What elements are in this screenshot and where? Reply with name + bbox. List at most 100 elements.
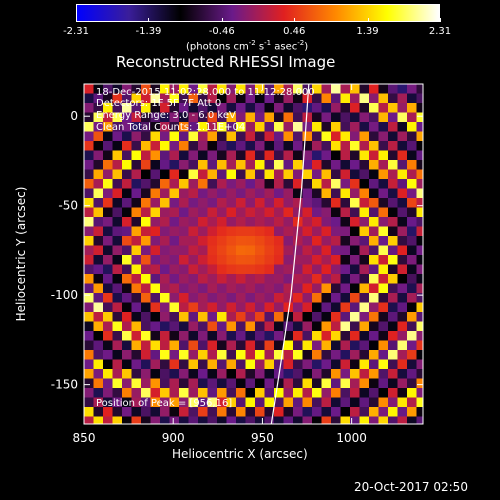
heatmap-cell <box>264 141 275 151</box>
heatmap-cell <box>255 103 265 113</box>
heatmap-cell <box>188 331 199 341</box>
heatmap-cell <box>236 340 246 351</box>
heatmap-cell <box>340 416 351 424</box>
heatmap-cell <box>407 84 417 94</box>
heatmap-cell <box>112 226 123 237</box>
heatmap-cell <box>416 141 423 151</box>
heatmap-cell <box>293 131 303 142</box>
heatmap-cell <box>112 93 123 104</box>
heatmap-cell <box>169 131 180 142</box>
heatmap-cell <box>359 150 370 161</box>
heatmap-cell <box>226 160 237 170</box>
heatmap-cell <box>321 321 332 332</box>
heatmap-cell <box>274 131 284 142</box>
heatmap-cell <box>369 150 379 161</box>
heatmap-cell <box>179 245 189 256</box>
heatmap-cell <box>388 160 398 170</box>
heatmap-cell <box>283 131 294 142</box>
heatmap-cell <box>103 188 113 199</box>
heatmap-cell <box>264 103 275 113</box>
heatmap-cell <box>378 207 389 218</box>
heatmap-cell <box>131 188 142 199</box>
heatmap-cell <box>293 150 303 161</box>
heatmap-cell <box>84 226 94 237</box>
heatmap-cell <box>378 103 389 113</box>
heatmap-cell <box>283 416 294 424</box>
heatmap-cell <box>264 416 275 424</box>
heatmap-cell <box>84 302 94 313</box>
heatmap-cell <box>188 350 199 360</box>
heatmap-cell <box>264 369 275 379</box>
heatmap-cell <box>416 207 423 218</box>
heatmap-cell <box>217 378 227 389</box>
heatmap-cell <box>236 103 246 113</box>
heatmap-cell <box>312 150 322 161</box>
heatmap-cell <box>397 397 408 408</box>
heatmap-cell <box>198 274 208 284</box>
heatmap-cell <box>245 226 256 237</box>
heatmap-cell <box>150 198 161 208</box>
heatmap-cell <box>226 321 237 332</box>
heatmap-cell <box>416 302 423 313</box>
heatmap-cell <box>226 122 237 132</box>
heatmap-cell <box>131 416 142 424</box>
heatmap-cell <box>160 283 170 294</box>
heatmap-cell <box>302 350 313 360</box>
heatmap-cell <box>378 217 389 227</box>
y-tick-label: 0 <box>70 109 78 123</box>
heatmap-cell <box>226 255 237 265</box>
heatmap-cell <box>93 141 104 151</box>
heatmap-cell <box>207 369 218 379</box>
heatmap-cell <box>302 359 313 370</box>
heatmap-cell <box>112 397 123 408</box>
heatmap-cell <box>226 388 237 398</box>
heatmap-cell <box>169 416 180 424</box>
heatmap-cell <box>274 122 284 132</box>
heatmap-cell <box>217 226 227 237</box>
heatmap-cell <box>369 369 379 379</box>
heatmap-cell <box>350 312 360 322</box>
heatmap-cell <box>236 312 246 322</box>
heatmap-cell <box>84 188 94 199</box>
heatmap-cell <box>112 160 123 170</box>
heatmap-cell <box>131 369 142 379</box>
heatmap-cell <box>188 397 199 408</box>
heatmap-cell <box>350 226 360 237</box>
heatmap-cell <box>321 397 332 408</box>
heatmap-cell <box>274 264 284 275</box>
heatmap-cell <box>188 302 199 313</box>
heatmap-cell <box>321 131 332 142</box>
heatmap-cell <box>350 141 360 151</box>
heatmap-cell <box>312 264 322 275</box>
heatmap-cell <box>378 150 389 161</box>
heatmap-cell <box>226 84 237 94</box>
heatmap-cell <box>274 198 284 208</box>
heatmap-cell <box>217 93 227 104</box>
heatmap-cell <box>150 274 161 284</box>
heatmap-cell <box>302 388 313 398</box>
heatmap-cell <box>207 226 218 237</box>
heatmap-cell <box>150 331 161 341</box>
heatmap-cell <box>397 84 408 94</box>
heatmap-cell <box>122 150 132 161</box>
heatmap-cell <box>93 388 104 398</box>
heatmap-cell <box>369 321 379 332</box>
heatmap-cell <box>84 331 94 341</box>
heatmap-cell <box>283 93 294 104</box>
heatmap-cell <box>160 416 170 424</box>
heatmap-cell <box>312 103 322 113</box>
heatmap-cell <box>207 122 218 132</box>
heatmap-cell <box>179 274 189 284</box>
heatmap-cell <box>397 217 408 227</box>
heatmap-cell <box>388 112 398 123</box>
heatmap-cell <box>179 207 189 218</box>
heatmap-cell <box>302 84 313 94</box>
heatmap-cell <box>226 112 237 123</box>
heatmap-cell <box>112 217 123 227</box>
heatmap-cell <box>321 112 332 123</box>
heatmap-cell <box>331 150 341 161</box>
heatmap-cell <box>312 359 322 370</box>
heatmap-cell <box>207 264 218 275</box>
heatmap-cell <box>340 122 351 132</box>
heatmap-cell <box>369 350 379 360</box>
